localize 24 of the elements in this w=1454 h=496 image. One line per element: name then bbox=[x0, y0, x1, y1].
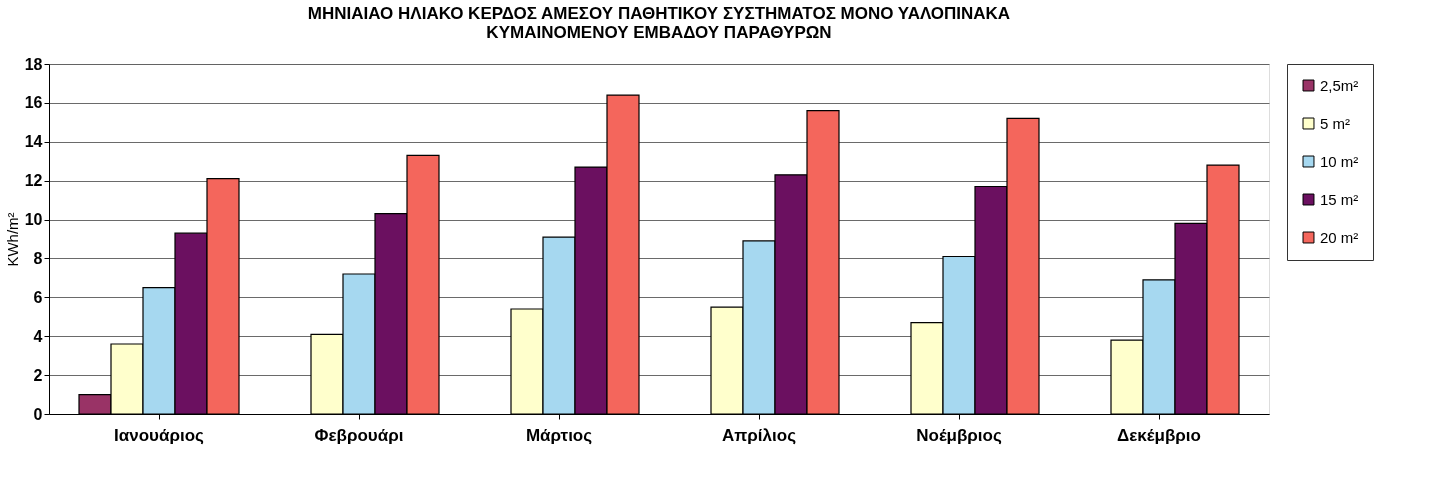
x-tick-label: Δεκέμβριο bbox=[1117, 425, 1201, 445]
x-tick-label: Φεβρουάρι bbox=[314, 425, 404, 445]
y-tick-label: 10 bbox=[24, 211, 43, 229]
legend-label: 15 m² bbox=[1320, 190, 1359, 208]
y-tick-label: 8 bbox=[33, 249, 43, 267]
text: ΜΗΝΙΑΙΑΟ ΗΛΙΑΚΟ ΚΕΡΔΟΣ ΑΜΕΣΟΥ ΠΑΘΗΤΙΚΟΥ ΣΥΣΤΗΜΑΤΟΣ ΜΟΝΟ ΥΑΛΟΠΙΝΑΚΑ bbox=[307, 4, 1011, 23]
y-tick-label: 0 bbox=[33, 405, 43, 423]
legend-label: 10 m² bbox=[1320, 152, 1359, 170]
y-tick-label: 12 bbox=[24, 172, 43, 190]
y-tick-label: 2 bbox=[33, 366, 43, 384]
legend-label: 5 m² bbox=[1320, 114, 1350, 132]
x-tick-label: Απρίλιος bbox=[722, 425, 797, 445]
legend-label: 20 m² bbox=[1320, 228, 1359, 246]
legend-label: 2,5m² bbox=[1320, 76, 1359, 94]
x-tick-label: Νοέμβριος bbox=[916, 425, 1002, 445]
y-tick-label: 4 bbox=[33, 327, 43, 345]
y-tick-label: 18 bbox=[24, 55, 43, 73]
text: ΚΥΜΑΙΝΟΜΕΝΟΥ ΕΜΒΑΔΟΥ ΠΑΡΑΘΥΡΩΝ bbox=[486, 23, 832, 42]
x-tick-label: Μάρτιος bbox=[525, 425, 593, 445]
y-tick-label: 14 bbox=[24, 133, 43, 151]
x-tick-label: Ιανουάριος bbox=[114, 425, 205, 445]
y-tick-label: 16 bbox=[24, 94, 43, 112]
y-axis-title: KWh/m² bbox=[3, 212, 21, 267]
y-tick-label: 6 bbox=[33, 288, 43, 306]
